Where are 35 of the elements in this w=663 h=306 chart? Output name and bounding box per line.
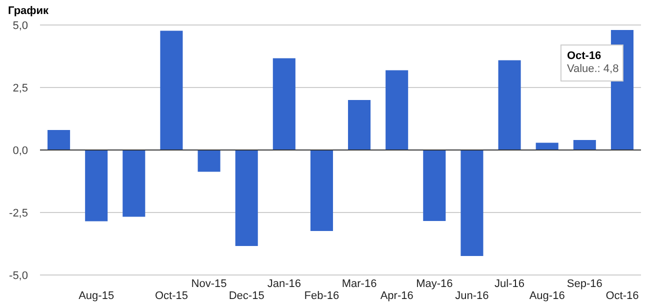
bar: [498, 60, 521, 150]
bar: [122, 150, 146, 217]
bar: [423, 150, 446, 221]
x-tick-label: Feb-16: [304, 290, 340, 302]
x-tick-label: Jan-16: [267, 278, 301, 290]
bar: [310, 150, 333, 231]
bar: [48, 130, 70, 150]
y-tick-label: 2,5: [12, 82, 28, 94]
chart-title: График: [8, 5, 50, 17]
x-tick-label: Jul-16: [494, 278, 525, 290]
bar: [573, 140, 596, 150]
x-tick-label: Mar-16: [342, 278, 377, 290]
bar: [235, 150, 258, 246]
bar: [198, 150, 220, 172]
x-tick-label: Oct-15: [154, 290, 188, 302]
bar: [85, 150, 108, 222]
y-tick-label: -2,5: [9, 207, 28, 220]
x-tick-label: Apr-16: [380, 290, 414, 302]
x-tick-label: Nov-15: [191, 278, 227, 290]
bar: [460, 150, 484, 256]
x-tick-label: Aug-15: [78, 290, 114, 302]
bar: [160, 30, 183, 150]
y-tick-label: -5,0: [9, 270, 28, 282]
x-tick-label: Jun-16: [455, 290, 489, 302]
bar: [386, 70, 408, 150]
x-tick-label: May-16: [416, 278, 453, 290]
annotation: Oct-16 Value.: 4,8: [566, 50, 619, 75]
x-tick-label: Oct-16: [606, 290, 639, 302]
x-tick-label: Dec-15: [228, 290, 264, 302]
y-tick-label: 5,0: [12, 20, 28, 32]
bar: [348, 100, 371, 150]
x-tick-label: Sep-16: [566, 278, 602, 290]
y-tick-label: 0,0: [12, 144, 28, 157]
x-tick-label: Aug-16: [529, 290, 565, 302]
bar: [272, 58, 296, 150]
